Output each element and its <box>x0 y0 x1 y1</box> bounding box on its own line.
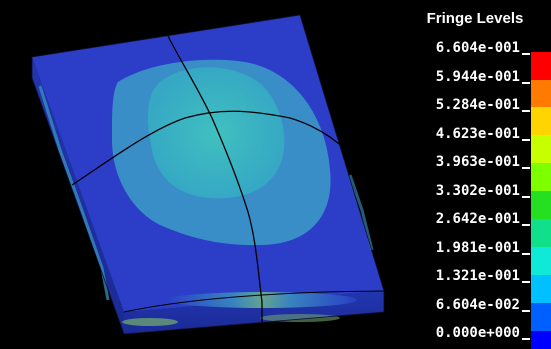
core-fringe-region <box>147 67 285 199</box>
level-tick <box>522 196 530 198</box>
mesh-line-vertical <box>167 35 263 322</box>
legend-title: Fringe Levels <box>426 10 524 27</box>
level-row: 1.321e-001 <box>410 268 530 284</box>
level-tick <box>522 53 530 55</box>
level-label: 3.963e-001 <box>435 154 520 170</box>
color-swatch <box>531 191 551 219</box>
level-tick <box>522 110 530 112</box>
level-row: 2.642e-001 <box>410 211 530 227</box>
level-tick <box>522 338 530 340</box>
level-label: 6.604e-001 <box>435 40 520 56</box>
level-label: 4.623e-001 <box>435 126 520 142</box>
color-swatch <box>531 107 551 135</box>
level-label: 5.284e-001 <box>435 97 520 113</box>
level-row: 6.604e-002 <box>410 297 530 313</box>
color-swatch <box>531 135 551 163</box>
level-row: 3.963e-001 <box>410 154 530 170</box>
level-row: 3.302e-001 <box>410 183 530 199</box>
level-label: 6.604e-002 <box>435 297 520 313</box>
color-swatch <box>531 163 551 191</box>
level-row: 1.981e-001 <box>410 240 530 256</box>
right-edge-fringe <box>348 174 374 251</box>
plate-render[interactable] <box>0 0 400 349</box>
level-label: 1.321e-001 <box>435 268 520 284</box>
level-row: 0.000e+000 <box>410 325 530 341</box>
color-swatch <box>531 275 551 303</box>
color-swatch <box>531 219 551 247</box>
level-tick <box>522 82 530 84</box>
color-swatch <box>531 331 551 349</box>
level-label: 1.981e-001 <box>435 240 520 256</box>
level-label: 0.000e+000 <box>435 325 520 341</box>
level-tick <box>522 310 530 312</box>
color-swatch <box>531 52 551 80</box>
color-swatch <box>531 303 551 331</box>
level-label: 3.302e-001 <box>435 183 520 199</box>
mesh-line-horizontal <box>71 110 347 186</box>
level-label: 5.944e-001 <box>435 69 520 85</box>
level-row: 6.604e-001 <box>410 40 530 56</box>
model-viewport[interactable] <box>0 0 400 349</box>
level-row: 5.944e-001 <box>410 69 530 85</box>
level-tick <box>522 281 530 283</box>
level-row: 4.623e-001 <box>410 126 530 142</box>
level-tick <box>522 139 530 141</box>
color-swatch <box>531 247 551 275</box>
level-tick <box>522 253 530 255</box>
fringe-legend: Fringe Levels 6.604e-001 5.944e-001 5.28… <box>400 0 551 349</box>
level-label: 2.642e-001 <box>435 211 520 227</box>
color-swatch <box>531 80 551 107</box>
level-row: 5.284e-001 <box>410 97 530 113</box>
level-tick <box>522 167 530 169</box>
mesh-line-bottom-edge <box>123 290 385 313</box>
level-tick <box>522 224 530 226</box>
